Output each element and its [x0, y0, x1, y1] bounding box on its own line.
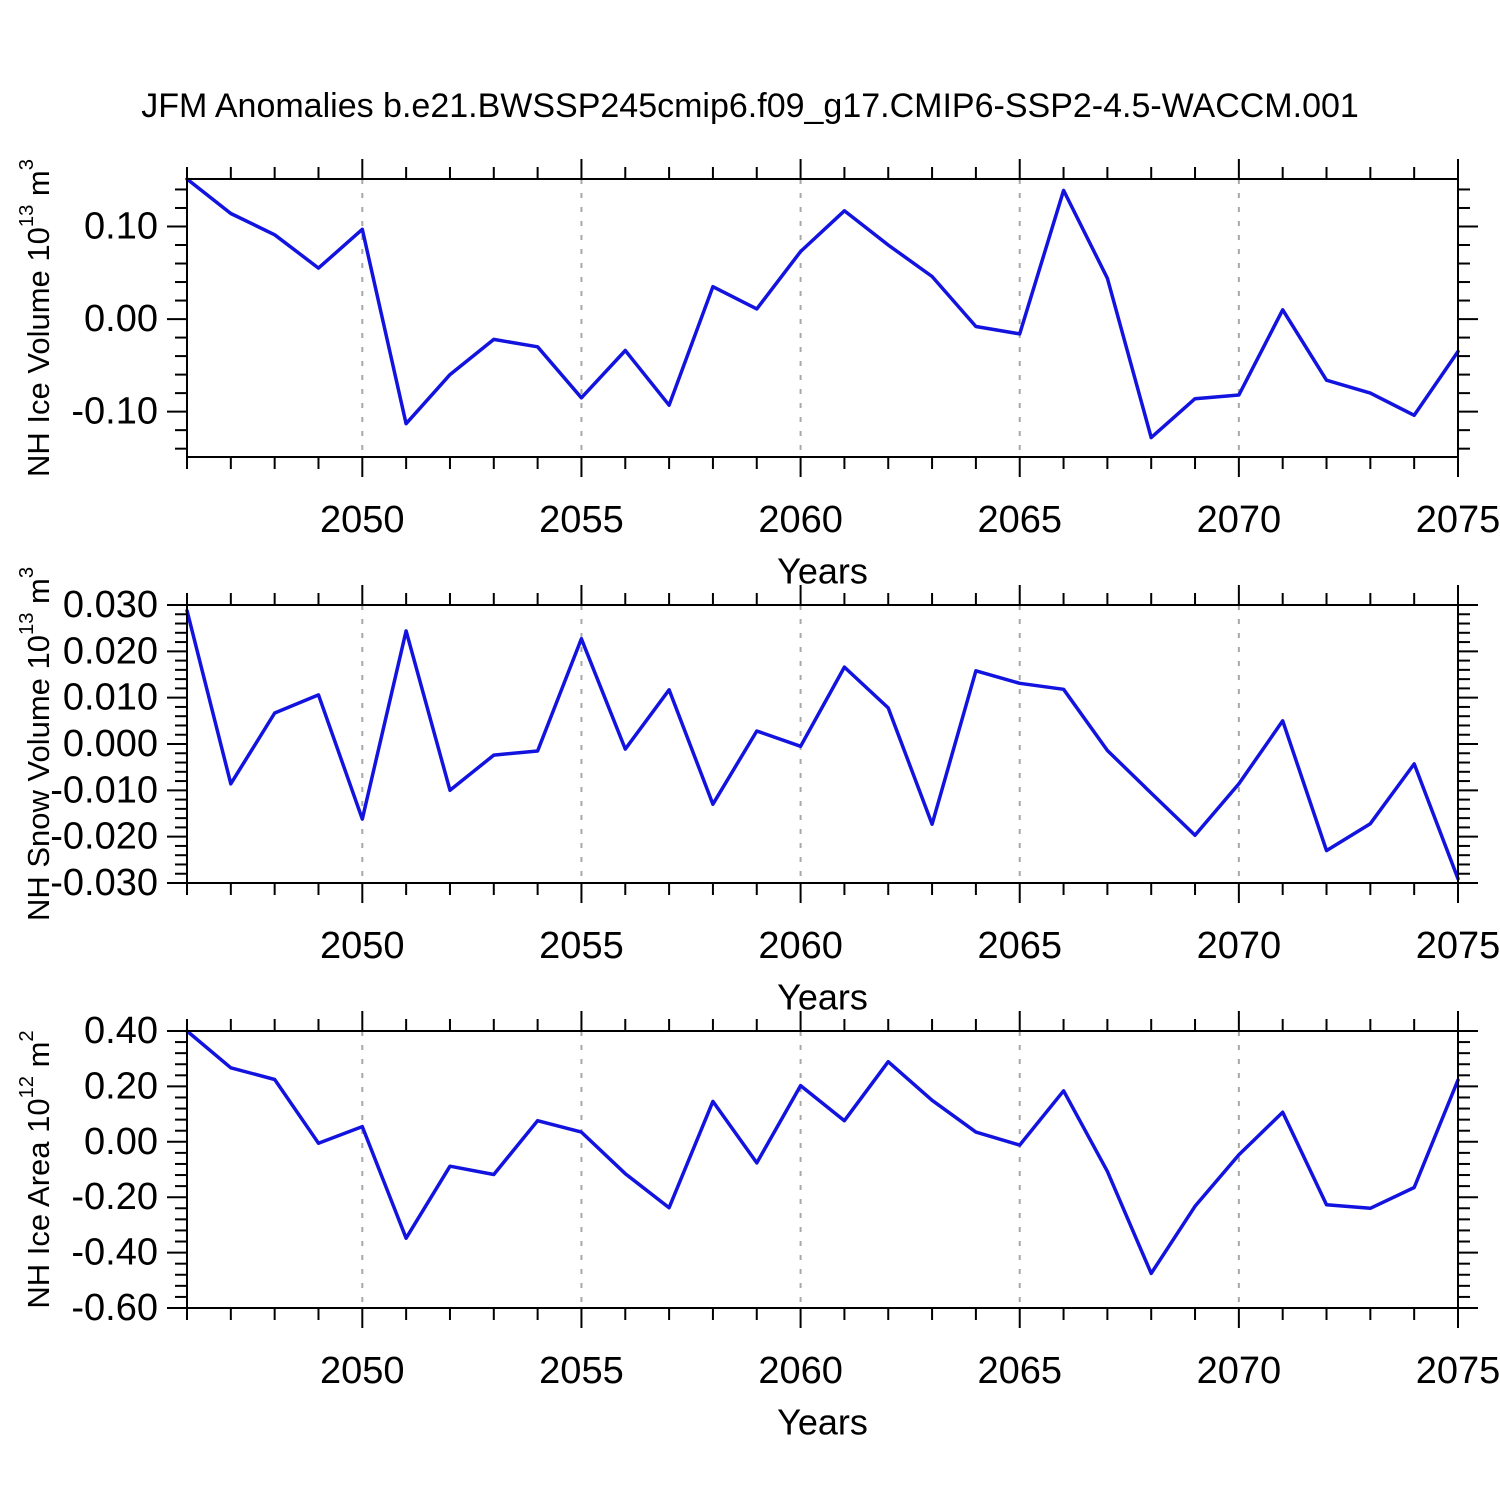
y-tick-label--0.10: -0.10	[71, 391, 158, 433]
y-tick-label--0.20: -0.20	[71, 1176, 158, 1218]
panel-nh-ice-area: 2050 2055 2060 2065 2070 2075 0.40 0.20 0.00 -0.2…	[16, 1010, 1500, 1443]
y-tick-label-0.00: 0.00	[84, 1121, 158, 1163]
x-tick-label-2060: 2060	[758, 1350, 843, 1392]
x-axis-title-nh-ice-area: Years	[777, 1402, 868, 1443]
y-tick-label--0.40: -0.40	[71, 1232, 158, 1274]
x-tick-label-2055: 2055	[539, 1350, 624, 1392]
plot-box	[186, 178, 1459, 458]
x-tick-label-2075: 2075	[1416, 925, 1500, 967]
series-line-nh-ice-area	[185, 1029, 1460, 1276]
y-axis-title-nh-ice-volume: NH Ice Volume 1013 m3	[16, 159, 56, 477]
y-tick-label-0.00: 0.00	[84, 298, 158, 340]
x-tick-label-2050: 2050	[320, 1350, 405, 1392]
y-tick-label--0.020: -0.020	[50, 816, 158, 858]
x-tick-label-2055: 2055	[539, 925, 624, 967]
y-tick-label--0.010: -0.010	[50, 769, 158, 811]
x-tick-label-2070: 2070	[1197, 925, 1282, 967]
plot-box	[186, 1030, 1459, 1309]
chart-title: JFM Anomalies b.e21.BWSSP245cmip6.f09_g1…	[141, 87, 1359, 125]
x-tick-label-2075: 2075	[1416, 499, 1500, 541]
y-tick-label--0.60: -0.60	[71, 1287, 158, 1329]
x-tick-label-2070: 2070	[1197, 499, 1282, 541]
y-tick-label-0.20: 0.20	[84, 1065, 158, 1107]
y-tick-label-0.000: 0.000	[63, 723, 158, 765]
x-tick-label-2055: 2055	[539, 499, 624, 541]
x-tick-label-2065: 2065	[977, 499, 1062, 541]
y-axis-title-nh-snow-volume: NH Snow Volume 1013 m3	[16, 567, 56, 921]
x-axis-title-nh-ice-volume: Years	[777, 551, 868, 592]
y-tick-label--0.030: -0.030	[50, 862, 158, 904]
y-tick-label-0.010: 0.010	[63, 677, 158, 719]
y-tick-label-0.020: 0.020	[63, 630, 158, 672]
y-axis-title-nh-ice-area: NH Ice Area 1012 m2	[16, 1030, 56, 1308]
x-tick-label-2050: 2050	[320, 499, 405, 541]
x-tick-label-2075: 2075	[1416, 1350, 1500, 1392]
x-tick-label-2050: 2050	[320, 925, 405, 967]
y-tick-label-0.10: 0.10	[84, 205, 158, 247]
panel-nh-ice-volume: 2050 2055 2060 2065 2070 2075 0.10 0.00 -0.10 NH …	[16, 159, 1500, 592]
x-tick-label-2065: 2065	[977, 925, 1062, 967]
series-line-nh-snow-volume	[185, 608, 1460, 881]
x-axis-title-nh-snow-volume: Years	[777, 977, 868, 1018]
y-tick-label-0.40: 0.40	[84, 1010, 158, 1052]
x-tick-label-2065: 2065	[977, 1350, 1062, 1392]
series-line-nh-ice-volume	[185, 177, 1460, 440]
x-tick-label-2060: 2060	[758, 499, 843, 541]
y-tick-label-0.030: 0.030	[63, 584, 158, 626]
x-tick-label-2070: 2070	[1197, 1350, 1282, 1392]
x-tick-label-2060: 2060	[758, 925, 843, 967]
